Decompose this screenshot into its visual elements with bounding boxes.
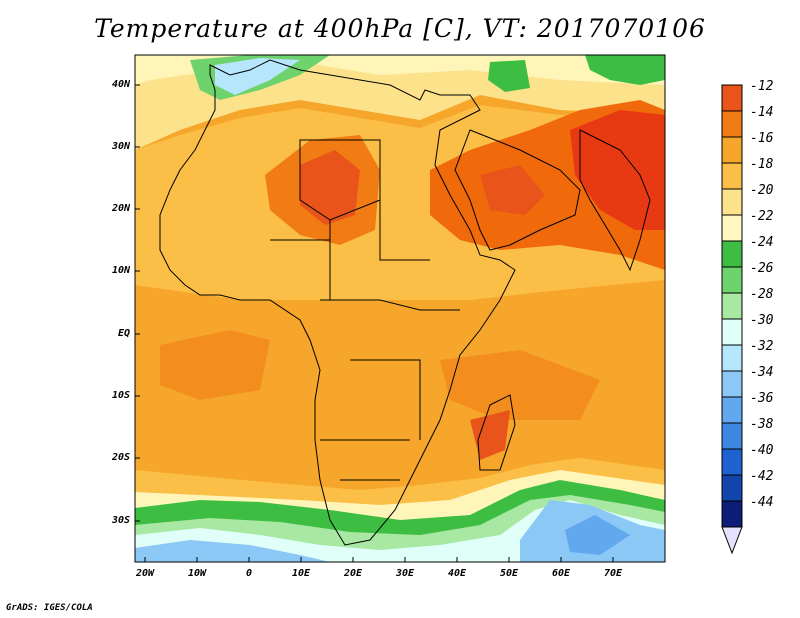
border-sahara xyxy=(299,139,381,221)
colorbar-label: -12 xyxy=(750,79,774,94)
field-blue-sw xyxy=(135,540,330,562)
field-hot-madagascar xyxy=(470,410,510,460)
colorbar-box xyxy=(721,318,743,346)
colorbar-label: -24 xyxy=(750,235,774,250)
plot-frame xyxy=(134,54,666,563)
colorbar-box xyxy=(721,500,743,528)
colorbar-box xyxy=(721,266,743,294)
field-central xyxy=(135,285,665,470)
lon-label: 0 xyxy=(245,568,253,579)
colorbar-label: -18 xyxy=(750,157,774,172)
colorbar-box xyxy=(721,448,743,476)
lat-label: 20N xyxy=(111,203,130,214)
lon-label: 10E xyxy=(291,568,311,579)
field-warm-atlantic xyxy=(160,330,270,400)
colorbar-box xyxy=(721,188,743,216)
field-warm-indian xyxy=(440,350,600,420)
credit-text: GrADS: IGES/COLA xyxy=(6,603,93,613)
colorbar-box xyxy=(721,162,743,190)
colorbar-bottom-arrow xyxy=(721,526,743,555)
field-blue-iberia xyxy=(215,58,300,95)
colorbar-label: -38 xyxy=(750,417,774,432)
lon-label: 60E xyxy=(551,568,571,579)
colorbar-label: -34 xyxy=(750,365,774,380)
colorbar-label: -32 xyxy=(750,339,774,354)
colorbar-box xyxy=(721,474,743,502)
field-green-caspian xyxy=(488,60,530,92)
coastlines xyxy=(159,59,651,546)
colorbar-label: -42 xyxy=(750,469,774,484)
field-hotter-sahara xyxy=(300,150,360,225)
field-blue-se-deep xyxy=(565,515,630,555)
lat-label: 30S xyxy=(111,515,130,526)
field-green-ne xyxy=(585,55,665,85)
lat-label: 10N xyxy=(111,265,130,276)
colorbar xyxy=(721,84,743,555)
colorbar-box xyxy=(721,292,743,320)
madagascar-coast xyxy=(477,394,516,471)
colorbar-label: -40 xyxy=(750,443,774,458)
lat-label: 40N xyxy=(111,79,130,90)
lon-label: 50E xyxy=(499,568,519,579)
colorbar-label: -20 xyxy=(750,183,774,198)
temperature-field xyxy=(135,55,665,562)
internal-borders xyxy=(270,200,460,481)
colorbar-label: -30 xyxy=(750,313,774,328)
colorbar-box xyxy=(721,370,743,398)
axis-ticks xyxy=(135,84,614,562)
arabia-coast xyxy=(454,129,581,251)
colorbar-label: -16 xyxy=(750,131,774,146)
colorbar-box xyxy=(721,422,743,450)
lat-label: 30N xyxy=(111,141,130,152)
colorbar-box xyxy=(721,110,743,138)
colorbar-label: -22 xyxy=(750,209,774,224)
colorbar-box xyxy=(721,136,743,164)
field-hottest-india xyxy=(570,110,665,230)
lon-label: 70E xyxy=(603,568,623,579)
lat-label: 20S xyxy=(111,452,130,463)
colorbar-box xyxy=(721,240,743,268)
colorbar-label: -28 xyxy=(750,287,774,302)
colorbar-box xyxy=(721,396,743,424)
lon-label: 20W xyxy=(135,568,155,579)
colorbar-label: -44 xyxy=(750,495,774,510)
lon-label: 20E xyxy=(343,568,363,579)
chart-title: Temperature at 400hPa [C], VT: 201707010… xyxy=(94,14,706,43)
lon-label: 40E xyxy=(447,568,467,579)
colorbar-box xyxy=(721,214,743,242)
lat-label: EQ xyxy=(117,328,130,339)
lat-label: 10S xyxy=(111,390,130,401)
colorbar-label: -14 xyxy=(750,105,774,120)
colorbar-box xyxy=(721,344,743,372)
lon-label: 10W xyxy=(187,568,207,579)
colorbar-label: -36 xyxy=(750,391,774,406)
field-hot-gulf xyxy=(480,165,545,215)
india-coast xyxy=(579,129,651,272)
lon-label: 30E xyxy=(395,568,415,579)
africa-coast xyxy=(159,59,516,546)
colorbar-box xyxy=(721,84,743,112)
colorbar-label: -26 xyxy=(750,261,774,276)
